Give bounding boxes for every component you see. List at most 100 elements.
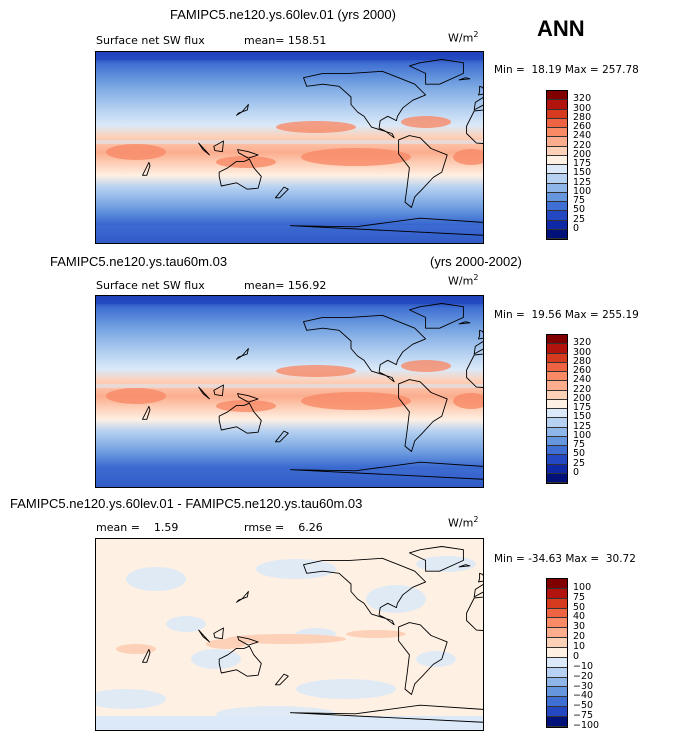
colorbar-tick-label: −75 bbox=[573, 710, 594, 722]
colorbar-swatch bbox=[547, 174, 567, 184]
map-field bbox=[96, 296, 483, 487]
colorbar-swatch bbox=[547, 598, 567, 609]
colorbar-tick-label: −40 bbox=[573, 690, 594, 702]
colorbar-tick-label: 280 bbox=[573, 355, 592, 367]
colorbar-swatch bbox=[547, 202, 567, 212]
colorbar-tick-label: −50 bbox=[573, 700, 594, 712]
colorbar-swatch bbox=[547, 353, 567, 363]
panel2-min-value: 19.56 bbox=[531, 309, 562, 321]
colorbar-swatch bbox=[547, 618, 567, 629]
panel1-max-value: 257.78 bbox=[602, 64, 639, 76]
colorbar-tick-label: 100 bbox=[573, 429, 592, 441]
colorbar-swatch bbox=[547, 344, 567, 354]
colorbar-swatch bbox=[547, 220, 567, 230]
panel3-map bbox=[95, 538, 484, 731]
panel1-minmax: Min = 18.19 Max = 257.78 bbox=[494, 64, 639, 76]
panel3-colorbar bbox=[546, 578, 568, 728]
panel3-mean: mean = 1.59 bbox=[96, 521, 179, 534]
colorbar-tick-label: 260 bbox=[573, 365, 592, 376]
colorbar-swatch bbox=[547, 579, 567, 589]
panel1-title: FAMIPC5.ne120.ys.60lev.01 (yrs 2000) bbox=[170, 7, 396, 22]
colorbar-tick-label: 100 bbox=[573, 185, 592, 197]
colorbar-tick-label: 260 bbox=[573, 121, 592, 132]
colorbar-swatch bbox=[547, 229, 567, 239]
panel2-variable: Surface net SW flux bbox=[96, 279, 205, 292]
colorbar-tick-label: 220 bbox=[573, 383, 592, 395]
colorbar-tick-label: 280 bbox=[573, 111, 592, 123]
colorbar-tick-label: 0 bbox=[573, 650, 580, 662]
colorbar-tick-label: 50 bbox=[573, 204, 586, 216]
colorbar-swatch bbox=[547, 165, 567, 175]
colorbar-swatch bbox=[547, 638, 567, 649]
colorbar-tick-label: 50 bbox=[573, 601, 586, 613]
colorbar-swatch bbox=[547, 118, 567, 128]
colorbar-tick-label: 25 bbox=[573, 457, 586, 469]
panel1-mean: mean= 158.51 bbox=[244, 34, 326, 47]
panel1-variable: Surface net SW flux bbox=[96, 34, 205, 47]
panel2-mean: mean= 156.92 bbox=[244, 279, 327, 292]
colorbar-swatch bbox=[547, 211, 567, 221]
colorbar-swatch bbox=[547, 372, 567, 382]
panel3-mean-value: 1.59 bbox=[153, 521, 179, 534]
panel3-rmse-value: 6.26 bbox=[298, 521, 323, 534]
panel1-map bbox=[95, 51, 484, 244]
colorbar-tick-label: 175 bbox=[573, 158, 592, 169]
panel3-minmax: Min = -34.63 Max = 30.72 bbox=[494, 553, 636, 565]
colorbar-swatch bbox=[547, 381, 567, 391]
colorbar-tick-label: 30 bbox=[573, 621, 586, 633]
colorbar-tick-label: 320 bbox=[573, 93, 592, 105]
colorbar-swatch bbox=[547, 192, 567, 202]
colorbar-tick-label: 150 bbox=[573, 167, 592, 179]
panel1-colorbar bbox=[546, 90, 568, 240]
colorbar-swatch bbox=[547, 667, 567, 678]
colorbar-swatch bbox=[547, 697, 567, 708]
colorbar-tick-label: 320 bbox=[573, 337, 592, 349]
panel1-mean-value: 158.51 bbox=[287, 34, 327, 47]
colorbar-swatch bbox=[547, 446, 567, 456]
colorbar-swatch bbox=[547, 183, 567, 193]
colorbar-tick-label: 220 bbox=[573, 139, 592, 151]
colorbar-tick-label: 75 bbox=[573, 195, 586, 206]
panel2-max-value: 255.19 bbox=[602, 309, 639, 321]
colorbar-tick-label: 0 bbox=[573, 222, 580, 234]
season-label: ANN bbox=[537, 16, 585, 41]
colorbar-tick-label: 125 bbox=[573, 176, 592, 188]
panel1-mean-label: mean= bbox=[244, 34, 285, 47]
colorbar-swatch bbox=[547, 717, 567, 727]
panel2-map bbox=[95, 295, 484, 488]
colorbar-tick-label: 75 bbox=[573, 591, 586, 603]
colorbar-tick-label: 125 bbox=[573, 420, 592, 432]
colorbar-swatch bbox=[547, 399, 567, 409]
colorbar-swatch bbox=[547, 657, 567, 668]
colorbar-tick-label: 50 bbox=[573, 448, 586, 460]
colorbar-swatch bbox=[547, 109, 567, 119]
colorbar-swatch bbox=[547, 588, 567, 599]
colorbar-swatch bbox=[547, 409, 567, 419]
panel1-years: (yrs 2000) bbox=[337, 7, 396, 22]
panel2-mean-value: 156.92 bbox=[287, 279, 327, 292]
colorbar-tick-label: 200 bbox=[573, 148, 592, 160]
colorbar-swatch bbox=[547, 648, 567, 658]
colorbar-tick-label: 300 bbox=[573, 346, 592, 358]
panel2-units: W/m2 bbox=[448, 273, 479, 288]
colorbar-tick-label: 20 bbox=[573, 631, 586, 643]
panel2-years: (yrs 2000-2002) bbox=[430, 254, 522, 269]
panel3-units: W/m2 bbox=[448, 515, 479, 530]
colorbar-tick-label: 240 bbox=[573, 130, 592, 142]
panel1-min-value: 18.19 bbox=[531, 64, 562, 76]
panel3-max-value: 30.72 bbox=[605, 553, 636, 565]
colorbar-swatch bbox=[547, 677, 567, 688]
panel1-units: W/m2 bbox=[448, 30, 479, 45]
panel2-minmax: Min = 19.56 Max = 255.19 bbox=[494, 309, 639, 321]
colorbar-swatch bbox=[547, 155, 567, 165]
panel3-rmse: rmse = 6.26 bbox=[244, 521, 323, 534]
colorbar-swatch bbox=[547, 146, 567, 156]
panel3-title: FAMIPC5.ne120.ys.60lev.01 - FAMIPC5.ne12… bbox=[10, 496, 363, 511]
colorbar-tick-label: 300 bbox=[573, 102, 592, 114]
colorbar-swatch bbox=[547, 628, 567, 639]
colorbar-swatch bbox=[547, 362, 567, 372]
colorbar-swatch bbox=[547, 455, 567, 465]
panel2-colorbar bbox=[546, 334, 568, 484]
colorbar-swatch bbox=[547, 91, 567, 101]
colorbar-tick-label: −30 bbox=[573, 680, 594, 692]
